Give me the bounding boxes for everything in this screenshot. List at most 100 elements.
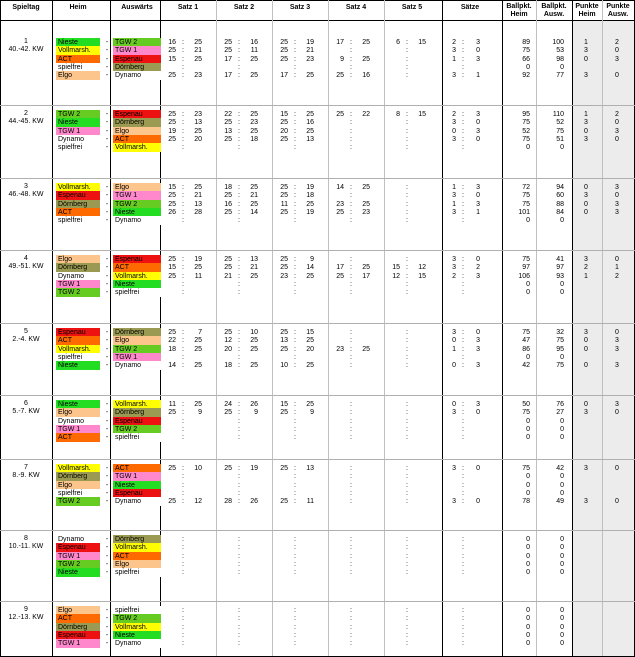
spieltag-number: 2 <box>24 110 28 117</box>
set-score-ausw <box>244 433 258 442</box>
heim-team: TGW 2 <box>56 497 100 507</box>
match-dash: - <box>105 607 109 614</box>
set-colon: : <box>406 280 408 288</box>
set-colon: : <box>350 473 352 481</box>
set-score-ausw <box>356 143 370 152</box>
set-colon: : <box>294 640 296 648</box>
match-dash: - <box>105 192 109 200</box>
set-colon: : <box>350 489 352 497</box>
set-score-heim: 25 <box>224 39 232 46</box>
set-score-heim: 25 <box>168 200 176 208</box>
set-colon: : <box>294 569 296 577</box>
set-colon: : <box>182 47 184 55</box>
set-colon: : <box>238 264 240 272</box>
set-colon: : <box>406 552 408 560</box>
set-colon: : <box>350 289 352 297</box>
saetze-colon: : <box>462 362 464 370</box>
set-score-ausw: 25 <box>250 345 258 353</box>
match-dash: - <box>105 425 109 433</box>
set-score-ausw: 26 <box>250 498 258 506</box>
set-colon: : <box>238 498 240 506</box>
set-score-ausw: 22 <box>362 111 370 118</box>
set-score-ausw <box>188 639 202 648</box>
ballpkt-heim: 52 <box>522 127 530 135</box>
saetze-heim: 3 <box>452 498 456 506</box>
ballpkt-heim: 0 <box>526 289 530 297</box>
set-score-ausw: 25 <box>306 127 314 135</box>
set-score-ausw: 25 <box>362 264 370 272</box>
set-colon: : <box>182 623 184 631</box>
set-score-heim: 25 <box>280 119 288 127</box>
set-score-ausw <box>188 216 202 225</box>
set-colon: : <box>238 425 240 433</box>
saetze-colon: : <box>462 631 464 639</box>
saetze-colon: : <box>462 640 464 648</box>
set-score-ausw: 25 <box>250 184 258 191</box>
set-colon: : <box>350 615 352 623</box>
saetze-colon: : <box>462 119 464 127</box>
spieltag-number: 6 <box>24 400 28 407</box>
header-auswaerts: Auswärts <box>121 4 153 11</box>
set-colon: : <box>182 119 184 127</box>
set-score-ausw: 25 <box>250 72 258 80</box>
saetze-ausw: 0 <box>476 47 480 55</box>
set-score-heim: 25 <box>168 192 176 200</box>
set-score-ausw <box>300 639 314 648</box>
match-dash: - <box>105 473 109 481</box>
punkte-heim: 0 <box>584 208 588 216</box>
set-colon: : <box>350 256 352 263</box>
set-score-heim <box>386 639 400 648</box>
heim-team: TGW 1 <box>56 551 100 561</box>
set-colon: : <box>350 119 352 127</box>
auswaerts-team: TGW 2 <box>113 38 161 47</box>
ballpkt-ausw: 0 <box>560 536 564 543</box>
set-colon: : <box>182 184 184 191</box>
set-colon: : <box>238 127 240 135</box>
set-colon: : <box>294 144 296 152</box>
saetze-colon: : <box>462 345 464 353</box>
set-colon: : <box>182 498 184 506</box>
set-score-ausw: 9 <box>310 256 314 263</box>
set-colon: : <box>238 47 240 55</box>
set-score-ausw <box>412 288 426 297</box>
auswaerts-team: Dörnberg <box>113 62 161 72</box>
ballpkt-ausw: 42 <box>556 465 564 472</box>
set-colon: : <box>238 465 240 472</box>
punkte-heim: 1 <box>584 39 588 46</box>
set-score-ausw: 25 <box>194 264 202 272</box>
saetze-ausw <box>470 568 480 577</box>
set-colon: : <box>182 615 184 623</box>
punkte-heim: 3 <box>584 72 588 80</box>
saetze-ausw: 3 <box>476 39 480 46</box>
match-dash: - <box>105 409 109 417</box>
set-score-heim <box>162 568 176 577</box>
set-score-heim <box>162 639 176 648</box>
header-punkte-ausw: Punkte Ausw. <box>606 3 630 18</box>
ballpkt-ausw: 27 <box>556 409 564 417</box>
set-score-heim: 22 <box>168 337 176 345</box>
ballpkt-heim: 50 <box>522 401 530 408</box>
heim-team: TGW 1 <box>56 639 100 649</box>
set-score-ausw <box>244 143 258 152</box>
set-colon: : <box>406 111 408 118</box>
set-colon: : <box>294 127 296 135</box>
match-dash: - <box>105 264 109 272</box>
auswaerts-team: Elgo <box>113 183 161 192</box>
set-score-heim: 28 <box>224 498 232 506</box>
set-score-heim <box>162 143 176 152</box>
auswaerts-team: Vollmarsh. <box>113 400 161 409</box>
set-score-ausw: 20 <box>306 345 314 353</box>
set-colon: : <box>350 498 352 506</box>
saetze-heim: 0 <box>452 127 456 135</box>
heim-team: Elgo <box>56 71 100 81</box>
match-dash: - <box>105 144 109 152</box>
ballpkt-heim: 0 <box>526 631 530 639</box>
set-colon: : <box>406 55 408 63</box>
punkte-heim: 0 <box>584 55 588 63</box>
set-colon: : <box>350 345 352 353</box>
saetze-colon: : <box>462 289 464 297</box>
ballpkt-heim: 42 <box>522 362 530 370</box>
set-colon: : <box>406 489 408 497</box>
match-dash: - <box>105 417 109 425</box>
set-score-ausw: 16 <box>250 39 258 46</box>
